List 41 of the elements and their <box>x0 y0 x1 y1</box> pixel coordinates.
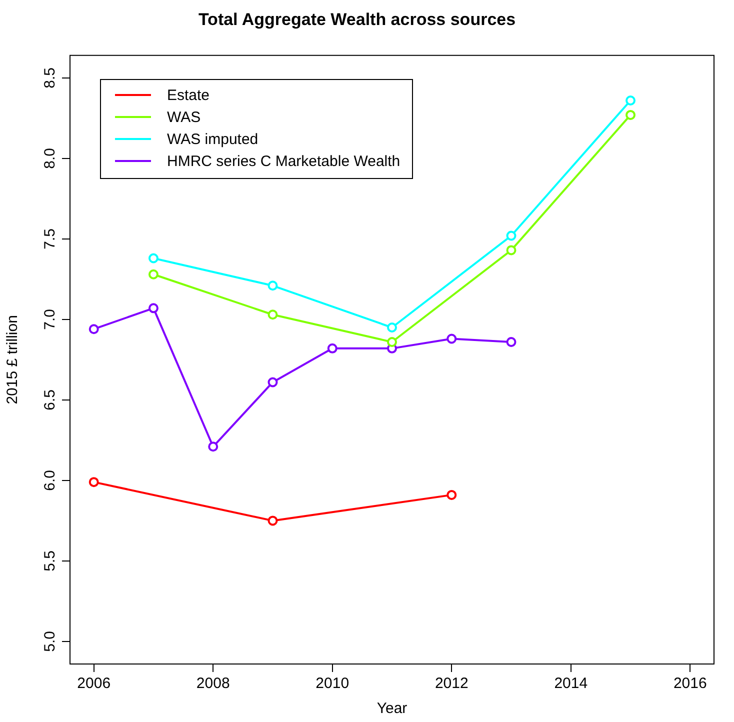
point <box>88 477 99 488</box>
point <box>268 280 278 291</box>
x-axis-title: Year <box>376 700 408 718</box>
x-tick-label: 2010 <box>316 675 350 692</box>
y-tick-label: 6.0 <box>42 470 59 491</box>
y-axis-title: 2015 £ trillion <box>4 315 22 404</box>
point <box>446 334 457 344</box>
point <box>446 490 457 500</box>
x-tick-label: 2016 <box>673 675 707 692</box>
point <box>387 322 397 332</box>
y-tick-label: 6.5 <box>42 390 59 410</box>
point <box>268 377 278 388</box>
legend-label: WAS imputed <box>167 130 258 148</box>
point <box>327 343 338 354</box>
point <box>506 245 516 256</box>
y-tick-label: 8.0 <box>42 148 59 169</box>
x-tick-label: 2006 <box>77 675 111 692</box>
x-tick-label: 2008 <box>196 675 230 692</box>
x-tick-label: 2014 <box>554 675 588 692</box>
legend-label: WAS <box>167 108 201 126</box>
point <box>148 253 158 264</box>
point <box>506 230 516 241</box>
point <box>387 336 397 347</box>
point <box>208 442 218 452</box>
point <box>148 269 158 280</box>
y-tick-label: 5.0 <box>42 631 59 652</box>
y-tick-label: 7.0 <box>42 309 59 330</box>
point <box>148 303 158 314</box>
point <box>506 336 516 347</box>
y-tick-label: 5.5 <box>42 550 59 572</box>
point <box>626 95 636 106</box>
y-tick-label: 8.5 <box>42 68 59 88</box>
chart-title: Total Aggregate Wealth across sources <box>198 10 516 29</box>
point <box>268 516 278 526</box>
point <box>88 324 99 334</box>
legend-label: Estate <box>167 86 210 104</box>
point <box>626 110 636 120</box>
y-tick-label: 7.5 <box>42 228 59 250</box>
legend-label: HMRC series C Marketable Wealth <box>167 152 400 170</box>
point <box>268 310 278 320</box>
x-tick-label: 2012 <box>434 675 468 692</box>
